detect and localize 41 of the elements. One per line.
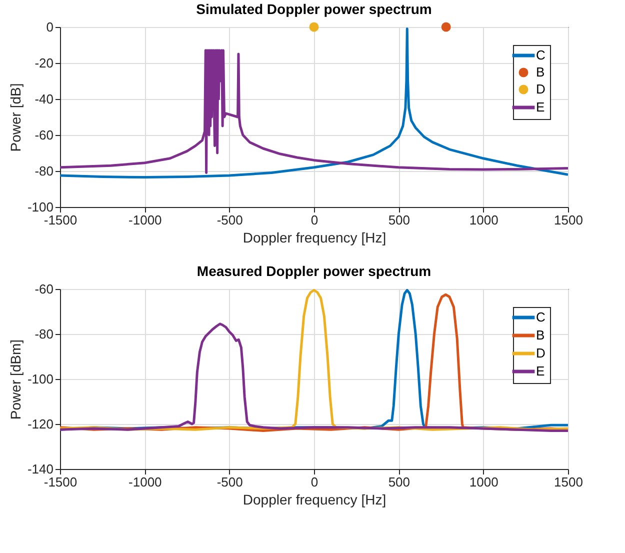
x-tick-label: 1000 (469, 474, 498, 490)
y-tick-label: -80 (34, 326, 54, 342)
x-tick-label: -500 (216, 212, 243, 228)
x-tick-label: 1500 (554, 212, 583, 228)
x-axis-title: Doppler frequency [Hz] (242, 230, 386, 246)
y-tick-label: -20 (34, 56, 54, 70)
x-tick-label: -1000 (128, 212, 162, 228)
y-tick-label: -60 (34, 128, 54, 142)
x-tick-label: -500 (216, 474, 243, 490)
legend-label: E (536, 364, 545, 378)
y-tick-label: -60 (34, 282, 54, 296)
x-tick-label: -1000 (128, 474, 162, 490)
chart-title: Measured Doppler power spectrum (196, 263, 432, 279)
legend-label: E (536, 100, 545, 114)
y-tick-label: -40 (34, 92, 54, 106)
y-tick-label: 0 (46, 20, 54, 34)
legend-label: B (536, 328, 545, 342)
x-tick-label: 500 (388, 212, 410, 228)
y-tick-label: -140 (27, 462, 54, 476)
y-tick-label: -100 (27, 372, 54, 386)
y-axis-title: Power [dB] (7, 83, 24, 152)
chart-title: Simulated Doppler power spectrum (196, 1, 432, 17)
x-tick-label: 1000 (469, 212, 498, 228)
y-tick-label: -80 (34, 164, 54, 178)
legend-label: D (536, 346, 546, 360)
y-tick-label: -120 (27, 416, 54, 432)
x-tick-label: -1500 (44, 474, 78, 490)
legend-label: D (536, 82, 546, 96)
x-tick-label: 0 (310, 474, 318, 490)
line-series (60, 49, 568, 174)
legend-label: C (536, 310, 546, 324)
legend-label: B (536, 64, 545, 80)
y-tick-label: -100 (27, 200, 54, 214)
x-tick-label: 1500 (554, 474, 583, 490)
x-tick-label: 500 (388, 474, 410, 490)
x-axis-title: Doppler frequency [Hz] (242, 492, 386, 508)
x-tick-label: 0 (310, 212, 318, 228)
x-tick-label: -1500 (44, 212, 78, 228)
y-axis-title: Power [dBm] (7, 339, 24, 420)
legend-label: C (536, 48, 546, 62)
line-series (60, 322, 568, 432)
